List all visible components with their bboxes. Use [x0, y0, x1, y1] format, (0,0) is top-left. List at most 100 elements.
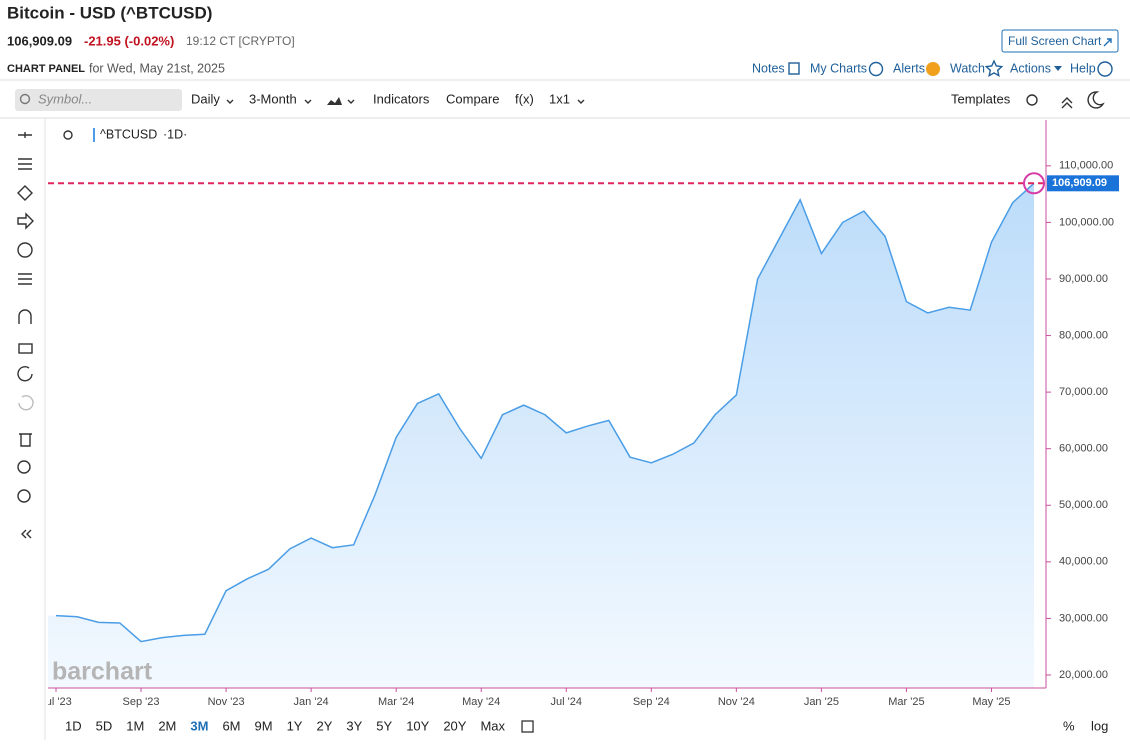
percent-toggle[interactable]: %: [1063, 718, 1075, 733]
y-tick-label: 100,000.00: [1059, 216, 1114, 228]
x-tick-label: Nov '24: [718, 696, 755, 708]
price: 106,909.09: [7, 33, 72, 48]
x-tick-label: Nov '23: [208, 696, 245, 708]
tool-delete[interactable]: [19, 433, 32, 447]
panel-label: CHART PANEL: [7, 63, 85, 75]
chevron: [577, 99, 585, 104]
nav-my-charts[interactable]: My Charts: [810, 61, 867, 75]
x-tick-label: Jan '24: [294, 696, 329, 708]
dark-mode-icon[interactable]: [1087, 91, 1105, 109]
x-tick-label: Jul '23: [40, 696, 71, 708]
price-change: -21.95 (-0.02%): [84, 33, 174, 48]
last-price-tag: [1047, 175, 1119, 192]
range-button[interactable]: 1D: [65, 718, 82, 733]
y-tick-label: 20,000.00: [1059, 669, 1108, 681]
range-button[interactable]: 6M: [222, 718, 240, 733]
tool-arrow[interactable]: [17, 212, 34, 230]
chevron: [347, 99, 355, 104]
compare-button[interactable]: Compare: [446, 91, 499, 106]
external-icon: [1103, 38, 1112, 47]
log-toggle[interactable]: log: [1091, 718, 1108, 733]
fullscreen-button[interactable]: [1001, 29, 1119, 53]
range-button[interactable]: 20Y: [443, 718, 466, 733]
tool-pattern[interactable]: [18, 273, 32, 285]
tool-counter[interactable]: [17, 242, 33, 258]
nav-watch[interactable]: Watch: [950, 61, 985, 75]
nav-alerts[interactable]: Alerts: [893, 61, 925, 75]
range-button[interactable]: 1Y: [287, 718, 303, 733]
legend-interval: ·1D·: [163, 127, 187, 141]
nav-notes[interactable]: Notes: [752, 61, 785, 75]
caret: [1054, 66, 1062, 71]
search-box[interactable]: [15, 89, 182, 111]
settings-icon[interactable]: [1026, 94, 1038, 106]
chart-type-icon[interactable]: [327, 97, 342, 105]
tool-redo[interactable]: [18, 395, 34, 411]
indicators-button[interactable]: Indicators: [373, 91, 430, 106]
sidebar: [17, 118, 46, 740]
area-fill: [48, 183, 1034, 688]
range-select[interactable]: 3-Month: [249, 91, 297, 106]
legend-swatch: [93, 128, 95, 142]
tool-undo[interactable]: [17, 366, 33, 382]
help-icon: [1097, 61, 1113, 77]
range-button[interactable]: 5Y: [376, 718, 392, 733]
range-button[interactable]: 3Y: [346, 718, 362, 733]
calendar-icon[interactable]: [521, 720, 534, 733]
y-tick-label: 60,000.00: [1059, 443, 1108, 455]
range-button[interactable]: 5D: [96, 718, 113, 733]
legend-symbol: ^BTCUSD: [100, 127, 157, 141]
alert-icon: [926, 62, 940, 76]
x-tick-label: Jan '25: [804, 696, 839, 708]
plot: Jul '23 Sep '23 Nov '23 Jan '24 Mar '24 May '…: [40, 182, 1035, 708]
nav-actions[interactable]: Actions: [1010, 61, 1051, 75]
quote-time: 19:12 CT [CRYPTO]: [186, 34, 295, 48]
x-tick-label: Jul '24: [551, 696, 582, 708]
last-price-label: 106,909.09: [1052, 177, 1107, 189]
range-button[interactable]: 2M: [158, 718, 176, 733]
layout-select[interactable]: 1x1: [549, 91, 570, 106]
period-select[interactable]: Daily: [191, 91, 220, 106]
range-button[interactable]: Max: [480, 718, 505, 733]
range-button[interactable]: 9M: [255, 718, 273, 733]
watermark: barchart: [52, 658, 153, 686]
tool-fib[interactable]: [18, 158, 32, 170]
price-line: [55, 182, 1035, 643]
last-price-marker: [1023, 172, 1045, 195]
range-button[interactable]: 2Y: [316, 718, 332, 733]
chevron: [304, 99, 312, 104]
range-button[interactable]: 3M: [190, 718, 208, 733]
title: Bitcoin - USD (^BTCUSD): [7, 3, 212, 22]
x-tick-label: Mar '24: [378, 696, 414, 708]
star-icon: [984, 59, 1004, 77]
nav-help[interactable]: Help: [1070, 61, 1096, 75]
y-tick-label: 90,000.00: [1059, 273, 1108, 285]
tool-line[interactable]: [18, 132, 32, 138]
search-icon: [19, 93, 31, 105]
x-tick-label: May '25: [972, 696, 1010, 708]
y-tick-label: 110,000.00: [1059, 160, 1113, 172]
plus-icon: [868, 61, 884, 77]
tool-zoom-in[interactable]: [17, 460, 31, 474]
tool-magnet[interactable]: [18, 309, 32, 324]
x-tick-label: Sep '24: [633, 696, 670, 708]
visibility-icon[interactable]: [63, 130, 73, 140]
x-tick-label: May '24: [462, 696, 500, 708]
fx-button[interactable]: f(x): [515, 91, 534, 106]
collapse-icon[interactable]: [1061, 97, 1073, 109]
y-tick-label: 50,000.00: [1059, 499, 1108, 511]
range-button[interactable]: 10Y: [406, 718, 429, 733]
fullscreen-label[interactable]: Full Screen Chart: [1008, 34, 1102, 48]
panel-date: for Wed, May 21st, 2025: [89, 61, 225, 75]
search-placeholder[interactable]: Symbol...: [38, 91, 92, 106]
x-tick-label: Sep '23: [123, 696, 160, 708]
tool-collapse[interactable]: [21, 529, 32, 539]
tool-zoom-out[interactable]: [17, 489, 31, 503]
tool-lock[interactable]: [18, 343, 33, 354]
x-tick-label: Mar '25: [888, 696, 924, 708]
range-button[interactable]: 1M: [126, 718, 144, 733]
y-tick-label: 80,000.00: [1059, 329, 1108, 341]
templates-button[interactable]: Templates: [951, 91, 1011, 106]
tool-shape[interactable]: [17, 185, 33, 201]
